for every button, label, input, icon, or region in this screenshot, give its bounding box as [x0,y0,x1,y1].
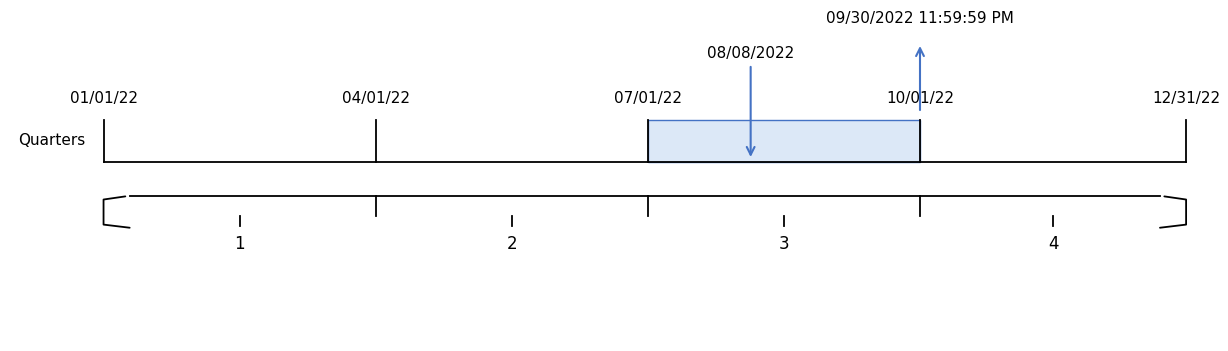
Text: 04/01/22: 04/01/22 [341,91,410,106]
Text: 12/31/22: 12/31/22 [1152,91,1221,106]
Text: 07/01/22: 07/01/22 [614,91,682,106]
Text: 2: 2 [506,235,517,253]
Text: 10/01/22: 10/01/22 [885,91,954,106]
Text: 4: 4 [1047,235,1059,253]
Text: Quarters: Quarters [18,133,86,148]
Text: 08/08/2022: 08/08/2022 [707,46,795,61]
Text: 09/30/2022 11:59:59 PM: 09/30/2022 11:59:59 PM [826,11,1014,26]
Text: 3: 3 [779,235,790,253]
Bar [648,120,920,161]
Text: 1: 1 [235,235,244,253]
Text: 01/01/22: 01/01/22 [70,91,138,106]
